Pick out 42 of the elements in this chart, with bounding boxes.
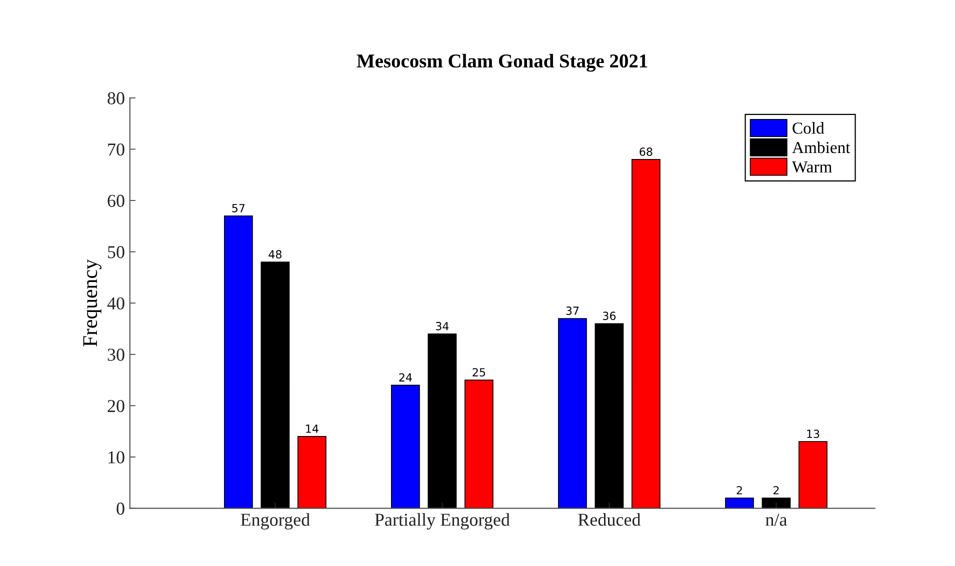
data-label: 24: [399, 373, 412, 382]
bar: [798, 441, 828, 508]
chart-title: Mesocosm Clam Gonad Stage 2021: [356, 54, 648, 72]
x-tick-label: Partially Engorged: [374, 513, 510, 530]
y-tick-label: 60: [108, 194, 124, 207]
bar: [464, 380, 494, 508]
bar: [725, 498, 754, 508]
y-tick-label: 20: [108, 400, 124, 412]
y-tick-label: 10: [108, 451, 124, 464]
data-label: 48: [268, 250, 282, 259]
y-tick-label: 30: [108, 348, 124, 361]
y-tick-label: 40: [107, 297, 124, 310]
data-label: 25: [472, 368, 486, 376]
data-label: 2: [736, 486, 742, 494]
bar: [762, 498, 791, 508]
bar: [297, 436, 326, 508]
y-tick-label: 80: [108, 92, 124, 104]
bar: [260, 262, 290, 508]
y-tick-label: 50: [108, 246, 124, 258]
data-label: 57: [232, 204, 245, 212]
legend-label: Ambient: [792, 141, 850, 154]
x-tick-label: Reduced: [578, 513, 641, 526]
y-tick-label: 0: [116, 502, 124, 515]
x-tick-label: Engorged: [240, 513, 310, 530]
bar: [594, 323, 624, 508]
data-label: 14: [306, 424, 318, 433]
y-axis-title: Frequency: [83, 259, 102, 346]
x-tick-label: n/a: [766, 514, 788, 526]
data-label: 36: [603, 312, 616, 320]
data-label: 37: [566, 306, 579, 315]
bar: [224, 215, 253, 508]
data-label: 2: [774, 486, 779, 494]
data-label: 13: [807, 430, 820, 438]
bar: [428, 333, 457, 508]
y-tick-label: 70: [108, 143, 124, 156]
legend-label: Warm: [792, 161, 832, 173]
bar: [632, 159, 660, 508]
bar: [391, 384, 420, 508]
bar: [558, 318, 587, 508]
legend-label: Cold: [792, 122, 824, 134]
data-label: 68: [640, 148, 652, 156]
data-label: 34: [436, 322, 449, 330]
